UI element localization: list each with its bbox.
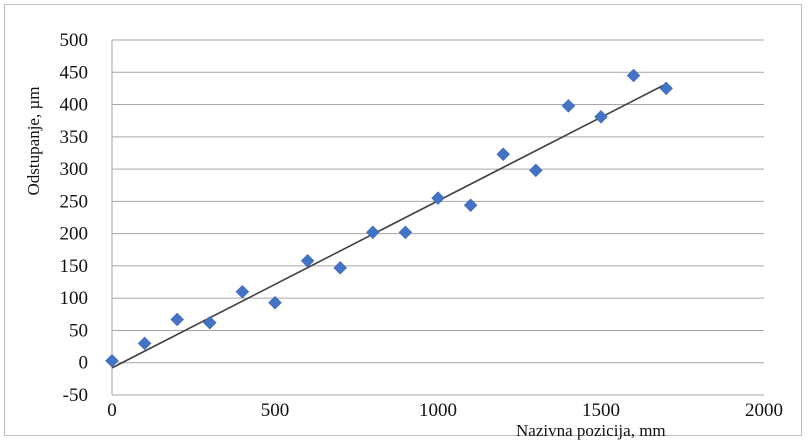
data-point <box>105 353 119 368</box>
y-tick-label: 100 <box>60 288 89 309</box>
y-tick-label: 450 <box>60 62 89 83</box>
x-tick-label: 0 <box>107 400 117 421</box>
x-axis-title: Nazivna pozicija, mm <box>516 421 666 440</box>
data-point <box>463 198 478 213</box>
data-point <box>594 109 608 124</box>
data-point <box>528 163 543 178</box>
y-tick-label: -50 <box>63 385 88 406</box>
x-tick-labels: 0 500 1000 1500 2000 <box>107 400 783 421</box>
data-point <box>333 260 348 275</box>
y-axis-title: Odstupanje, µm <box>24 87 43 196</box>
data-point <box>496 147 511 162</box>
y-tick-label: 0 <box>79 353 89 374</box>
y-tick-label: 300 <box>60 159 89 180</box>
y-tick-label: 150 <box>60 256 89 277</box>
y-tick-label: 250 <box>60 191 89 212</box>
gridlines <box>111 39 764 396</box>
trendline-group <box>111 83 667 369</box>
chart-frame <box>4 4 802 436</box>
data-point <box>365 225 380 240</box>
trendline <box>111 83 667 369</box>
x-tick-label: 2000 <box>745 400 783 421</box>
data-points <box>105 68 674 368</box>
y-tick-label: 400 <box>60 95 89 116</box>
data-point <box>268 295 282 310</box>
x-tick-label: 500 <box>261 400 290 421</box>
data-point <box>300 253 315 268</box>
y-tick-label: 350 <box>60 127 89 148</box>
data-point <box>398 225 413 240</box>
y-tick-labels: -50 0 50 100 150 200 250 300 350 400 450 500 <box>60 30 89 406</box>
data-point <box>561 98 576 113</box>
y-tick-label: 500 <box>60 30 89 51</box>
data-point <box>202 315 217 330</box>
data-point <box>235 284 250 299</box>
x-tick-label: 1500 <box>582 400 620 421</box>
data-point <box>626 68 641 83</box>
y-tick-label: 200 <box>60 224 89 245</box>
y-tick-label: 50 <box>69 320 88 341</box>
data-point <box>431 191 445 205</box>
data-point <box>659 81 674 96</box>
data-point <box>137 336 152 351</box>
x-tick-label: 1000 <box>419 400 457 421</box>
data-point <box>170 312 185 327</box>
